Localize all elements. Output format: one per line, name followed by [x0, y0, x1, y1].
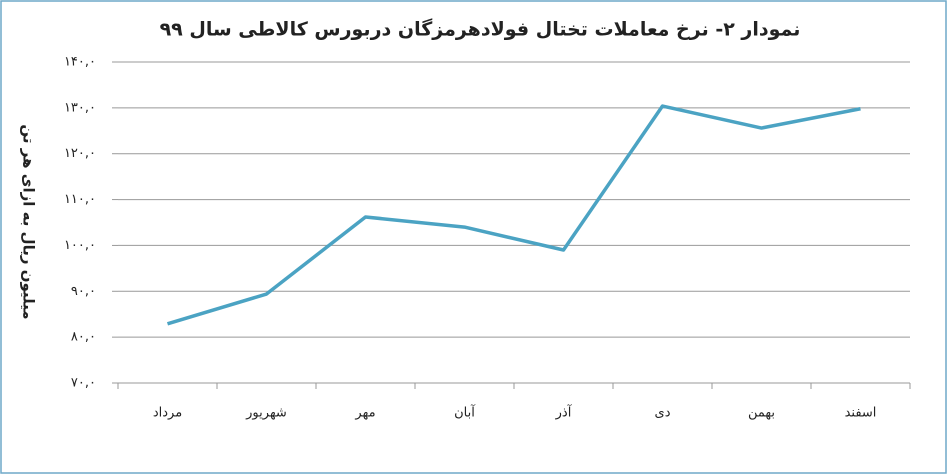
y-tick-label: ۱۲۰,۰: [64, 146, 96, 161]
y-tick-label: ۱۰۰,۰: [64, 238, 96, 253]
x-tick-label: اسفند: [845, 406, 877, 421]
x-tick-label: آذر: [555, 404, 573, 421]
y-tick-label: ۱۳۰,۰: [64, 100, 96, 115]
x-tick-label: مرداد: [153, 406, 182, 421]
y-tick-label: ۱۱۰,۰: [64, 192, 96, 207]
x-tick-label: دی: [655, 406, 671, 421]
chart-title: نمودار ۲- نرخ معاملات تختال فولادهرمزگان…: [160, 18, 801, 41]
y-tick-label: ۸۰,۰: [71, 330, 96, 345]
x-tick-label: شهریور: [245, 406, 287, 421]
y-tick-label: ۹۰,۰: [71, 284, 96, 299]
x-tick-label: بهمن: [748, 406, 775, 421]
x-tick-label: آبان: [454, 404, 476, 421]
line: [166, 104, 861, 326]
y-tick-label: ۷۰,۰: [71, 376, 96, 391]
y-tick-label: ۱۴۰,۰: [64, 55, 96, 70]
x-tick-label: مهر: [354, 406, 375, 421]
y-axis-title: میلیون ریال به ازای هر تن: [20, 124, 38, 319]
